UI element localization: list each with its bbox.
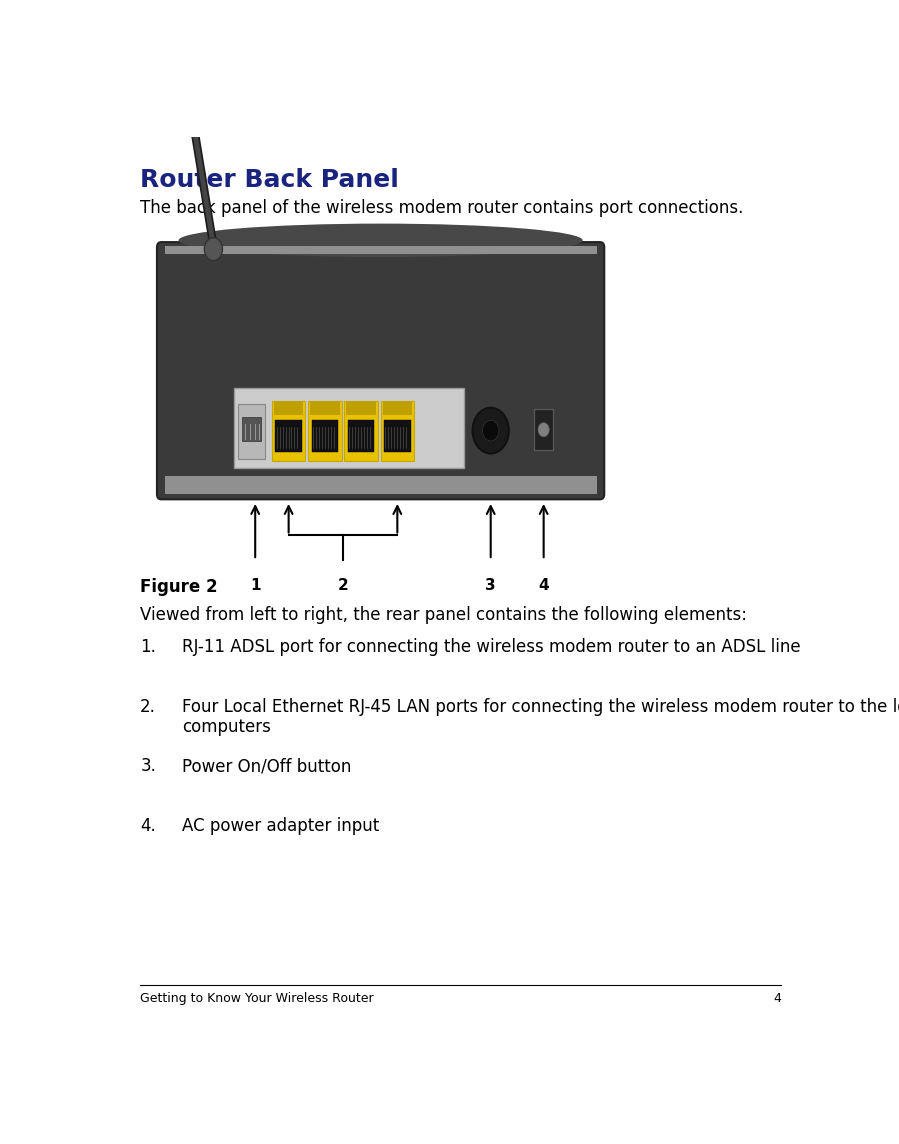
Bar — [274, 400, 303, 415]
Circle shape — [483, 420, 499, 440]
Text: The back panel of the wireless modem router contains port connections.: The back panel of the wireless modem rou… — [140, 199, 743, 217]
Text: 3: 3 — [485, 578, 496, 593]
Bar — [165, 246, 597, 254]
FancyBboxPatch shape — [157, 243, 604, 499]
Text: RJ-11 ADSL port for connecting the wireless modem router to an ADSL line: RJ-11 ADSL port for connecting the wirel… — [182, 637, 801, 656]
Bar — [308, 400, 342, 461]
Text: 4: 4 — [539, 578, 549, 593]
Text: Power On/Off button: Power On/Off button — [182, 757, 352, 776]
Text: 1.: 1. — [140, 637, 156, 656]
Text: 2: 2 — [338, 578, 349, 593]
Bar — [346, 400, 376, 415]
Circle shape — [539, 422, 549, 437]
Bar — [238, 404, 265, 459]
Text: Four Local Ethernet RJ-45 LAN ports for connecting the wireless modem router to : Four Local Ethernet RJ-45 LAN ports for … — [182, 698, 899, 737]
Bar — [271, 400, 306, 461]
Text: Getting to Know Your Wireless Router: Getting to Know Your Wireless Router — [140, 992, 374, 1004]
Bar — [380, 400, 414, 461]
Bar — [275, 420, 302, 452]
Ellipse shape — [179, 223, 583, 257]
Bar — [242, 416, 262, 442]
Text: 1: 1 — [250, 578, 261, 593]
Text: 4: 4 — [773, 992, 781, 1004]
Bar — [534, 410, 554, 450]
Circle shape — [473, 407, 509, 453]
Bar — [384, 420, 411, 452]
Bar — [348, 420, 374, 452]
Circle shape — [204, 238, 222, 261]
Text: AC power adapter input: AC power adapter input — [182, 817, 379, 835]
Text: Viewed from left to right, the rear panel contains the following elements:: Viewed from left to right, the rear pane… — [140, 606, 747, 623]
Text: 4.: 4. — [140, 817, 156, 835]
Bar — [312, 420, 338, 452]
Bar — [235, 388, 464, 468]
Bar — [383, 400, 412, 415]
Bar — [310, 400, 340, 415]
Text: 3.: 3. — [140, 757, 156, 776]
Text: 2.: 2. — [140, 698, 156, 715]
Text: Figure 2: Figure 2 — [140, 578, 218, 596]
Bar — [344, 400, 378, 461]
Bar — [165, 476, 597, 494]
Text: Router Back Panel: Router Back Panel — [140, 168, 399, 192]
